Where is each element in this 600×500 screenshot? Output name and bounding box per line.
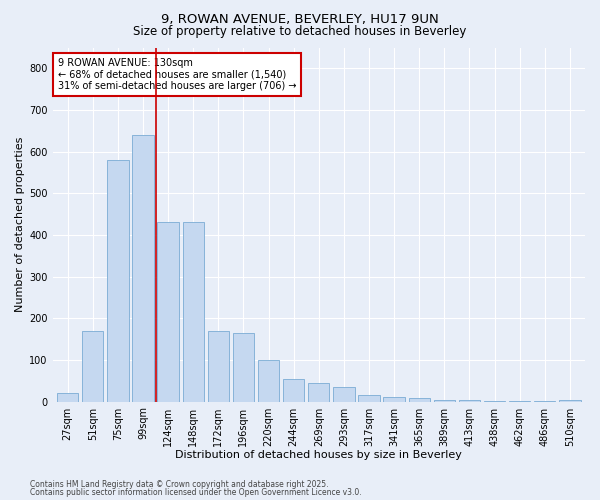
- Bar: [283, 378, 304, 402]
- Text: 9, ROWAN AVENUE, BEVERLEY, HU17 9UN: 9, ROWAN AVENUE, BEVERLEY, HU17 9UN: [161, 12, 439, 26]
- X-axis label: Distribution of detached houses by size in Beverley: Distribution of detached houses by size …: [175, 450, 462, 460]
- Bar: [107, 160, 128, 402]
- Bar: [82, 331, 103, 402]
- Bar: [383, 398, 405, 402]
- Y-axis label: Number of detached properties: Number of detached properties: [15, 137, 25, 312]
- Bar: [459, 400, 480, 402]
- Text: Contains HM Land Registry data © Crown copyright and database right 2025.: Contains HM Land Registry data © Crown c…: [30, 480, 329, 489]
- Bar: [157, 222, 179, 402]
- Bar: [308, 383, 329, 402]
- Text: 9 ROWAN AVENUE: 130sqm
← 68% of detached houses are smaller (1,540)
31% of semi-: 9 ROWAN AVENUE: 130sqm ← 68% of detached…: [58, 58, 296, 92]
- Bar: [358, 396, 380, 402]
- Bar: [484, 401, 505, 402]
- Bar: [333, 387, 355, 402]
- Text: Size of property relative to detached houses in Beverley: Size of property relative to detached ho…: [133, 25, 467, 38]
- Text: Contains public sector information licensed under the Open Government Licence v3: Contains public sector information licen…: [30, 488, 362, 497]
- Bar: [559, 400, 581, 402]
- Bar: [132, 135, 154, 402]
- Bar: [258, 360, 279, 402]
- Bar: [233, 333, 254, 402]
- Bar: [434, 400, 455, 402]
- Bar: [409, 398, 430, 402]
- Bar: [57, 394, 78, 402]
- Bar: [182, 222, 204, 402]
- Bar: [208, 331, 229, 402]
